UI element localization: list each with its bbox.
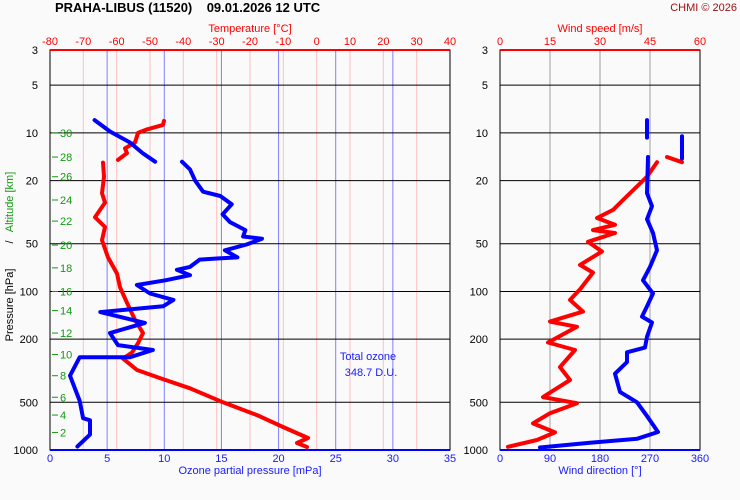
pressure-tick-label: 20 [26,176,38,188]
ozone-curve [92,118,158,164]
pressure-tick-label: 500 [470,397,488,409]
total-ozone-value: 348.7 D.U. [345,367,398,379]
top-tick-label: 0 [314,36,320,48]
right-panel-grid [499,49,701,451]
bottom-tick-label: 15 [215,453,227,465]
altitude-tick-label: 30 [60,128,72,140]
top-tick-label: -80 [42,36,58,48]
left-panel-curves [68,118,310,449]
pressure-tick-label: 5 [482,80,488,92]
pressure-tick-label: 10 [26,128,38,140]
temperature-curve [116,118,166,162]
top-tick-label: -50 [142,36,158,48]
bottom-tick-label: 20 [272,453,284,465]
top-tick-label: -60 [109,36,125,48]
bottom-tick-label: 35 [444,453,456,465]
chart-title: PRAHA-LIBUS (11520) 09.01.2026 12 UTC [55,0,321,15]
pressure-tick-label: 1000 [14,445,38,457]
axis-title-separator: / [4,240,16,244]
top-tick-label: 60 [694,36,706,48]
bottom-tick-label: 180 [591,453,609,465]
pressure-tick-label: 100 [470,286,488,298]
wind-speed-curve [506,160,659,449]
altitude-tick-label: 22 [60,216,72,228]
pressure-tick-label: 3 [482,45,488,57]
top-tick-label: 0 [497,36,503,48]
pressure-tick-label: 200 [470,334,488,346]
copyright: CHMI © 2026 [670,2,737,14]
altitude-tick-label: 2 [60,427,66,439]
wind-direction-curve [538,155,660,450]
wind-speed-curve [665,155,684,165]
bottom-tick-label: 25 [330,453,342,465]
altitude-tick-label: 6 [60,392,66,404]
wind-speed-axis-title: Wind speed [m/s] [558,23,643,35]
ozone-curve [68,159,264,449]
top-tick-label: 30 [411,36,423,48]
altitude-tick-label: 28 [60,152,72,164]
pressure-tick-label: 200 [20,334,38,346]
pressure-tick-label: 50 [26,239,38,251]
altitude-tick-label: 24 [60,195,72,207]
top-tick-label: -70 [75,36,91,48]
altitude-tick-label: 12 [60,328,72,340]
bottom-tick-label: 0 [47,453,53,465]
top-tick-label: 40 [444,36,456,48]
total-ozone-label: Total ozone [340,351,396,363]
altitude-tick-label: 18 [60,263,72,275]
wind-direction-axis-title: Wind direction [°] [558,465,641,477]
pressure-tick-label: 3 [32,45,38,57]
pressure-tick-label: 20 [476,176,488,188]
bottom-tick-label: 270 [641,453,659,465]
pressure-tick-label: 1000 [464,445,488,457]
bottom-tick-label: 90 [544,453,556,465]
altitude-tick-label: 8 [60,371,66,383]
bottom-tick-label: 360 [691,453,709,465]
top-tick-label: 45 [644,36,656,48]
temperature-curve [93,160,310,449]
top-tick-label: 15 [544,36,556,48]
top-tick-label: -10 [275,36,291,48]
bottom-tick-label: 10 [158,453,170,465]
altitude-axis-title: Altitude [km] [4,172,16,233]
altitude-tick-label: 16 [60,286,72,298]
altitude-tick-label: 20 [60,240,72,252]
top-tick-label: 30 [594,36,606,48]
bottom-tick-label: 0 [497,453,503,465]
pressure-tick-label: 10 [476,128,488,140]
pressure-tick-label: 5 [32,80,38,92]
top-tick-label: 10 [344,36,356,48]
bottom-tick-label: 30 [387,453,399,465]
pressure-tick-label: 500 [20,397,38,409]
altitude-tick-label: 10 [60,350,72,362]
bottom-tick-label: 5 [104,453,110,465]
altitude-tick-label: 26 [60,172,72,184]
top-tick-label: -20 [242,36,258,48]
pressure-tick-label: 100 [20,286,38,298]
altitude-tick-label: 14 [60,306,72,318]
pressure-axis-title: Pressure [hPa] [4,269,16,342]
right-panel-curves [506,118,684,450]
altitude-tick-label: 4 [60,410,66,422]
top-tick-label: -40 [175,36,191,48]
pressure-tick-label: 50 [476,239,488,251]
ozone-axis-title: Ozone partial pressure [mPa] [178,465,321,477]
left-panel-grid [49,49,451,451]
top-tick-label: 20 [377,36,389,48]
temperature-axis-title: Temperature [°C] [208,23,291,35]
top-tick-label: -30 [209,36,225,48]
